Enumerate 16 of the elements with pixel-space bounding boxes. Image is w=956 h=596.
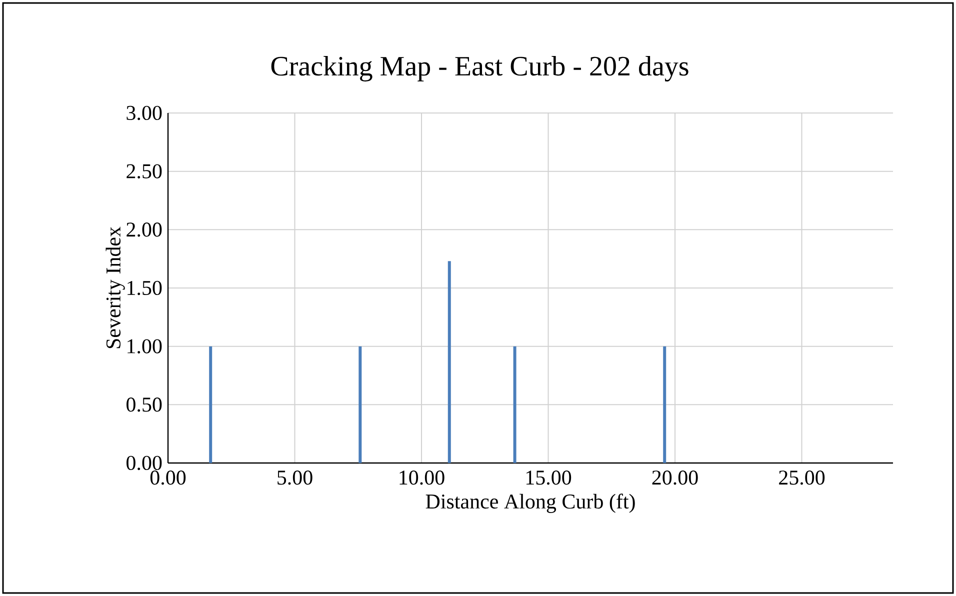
y-tick-label: 0.00 (126, 456, 162, 470)
y-axis-title: Severity Index (106, 226, 125, 348)
y-tick-label: 2.00 (126, 222, 162, 237)
y-tick-label: 2.50 (126, 164, 162, 178)
x-tick-label: 20.00 (652, 470, 698, 485)
x-tick-label: 15.00 (526, 470, 572, 485)
x-tick-label: 25.00 (779, 470, 825, 485)
y-tick-label: 0.50 (126, 398, 162, 412)
x-axis-title: Distance Along Curb (ft) (426, 494, 635, 513)
x-tick-label: 0.00 (150, 470, 186, 485)
x-tick-label: 5.00 (278, 470, 312, 485)
x-tick-label: 10.00 (400, 470, 444, 485)
y-tick-label: 1.00 (128, 339, 162, 354)
chart-title: Cracking Map - East Curb - 202 days (271, 56, 688, 82)
y-tick-label: 3.00 (126, 106, 162, 120)
y-tick-label: 1.50 (128, 280, 162, 296)
